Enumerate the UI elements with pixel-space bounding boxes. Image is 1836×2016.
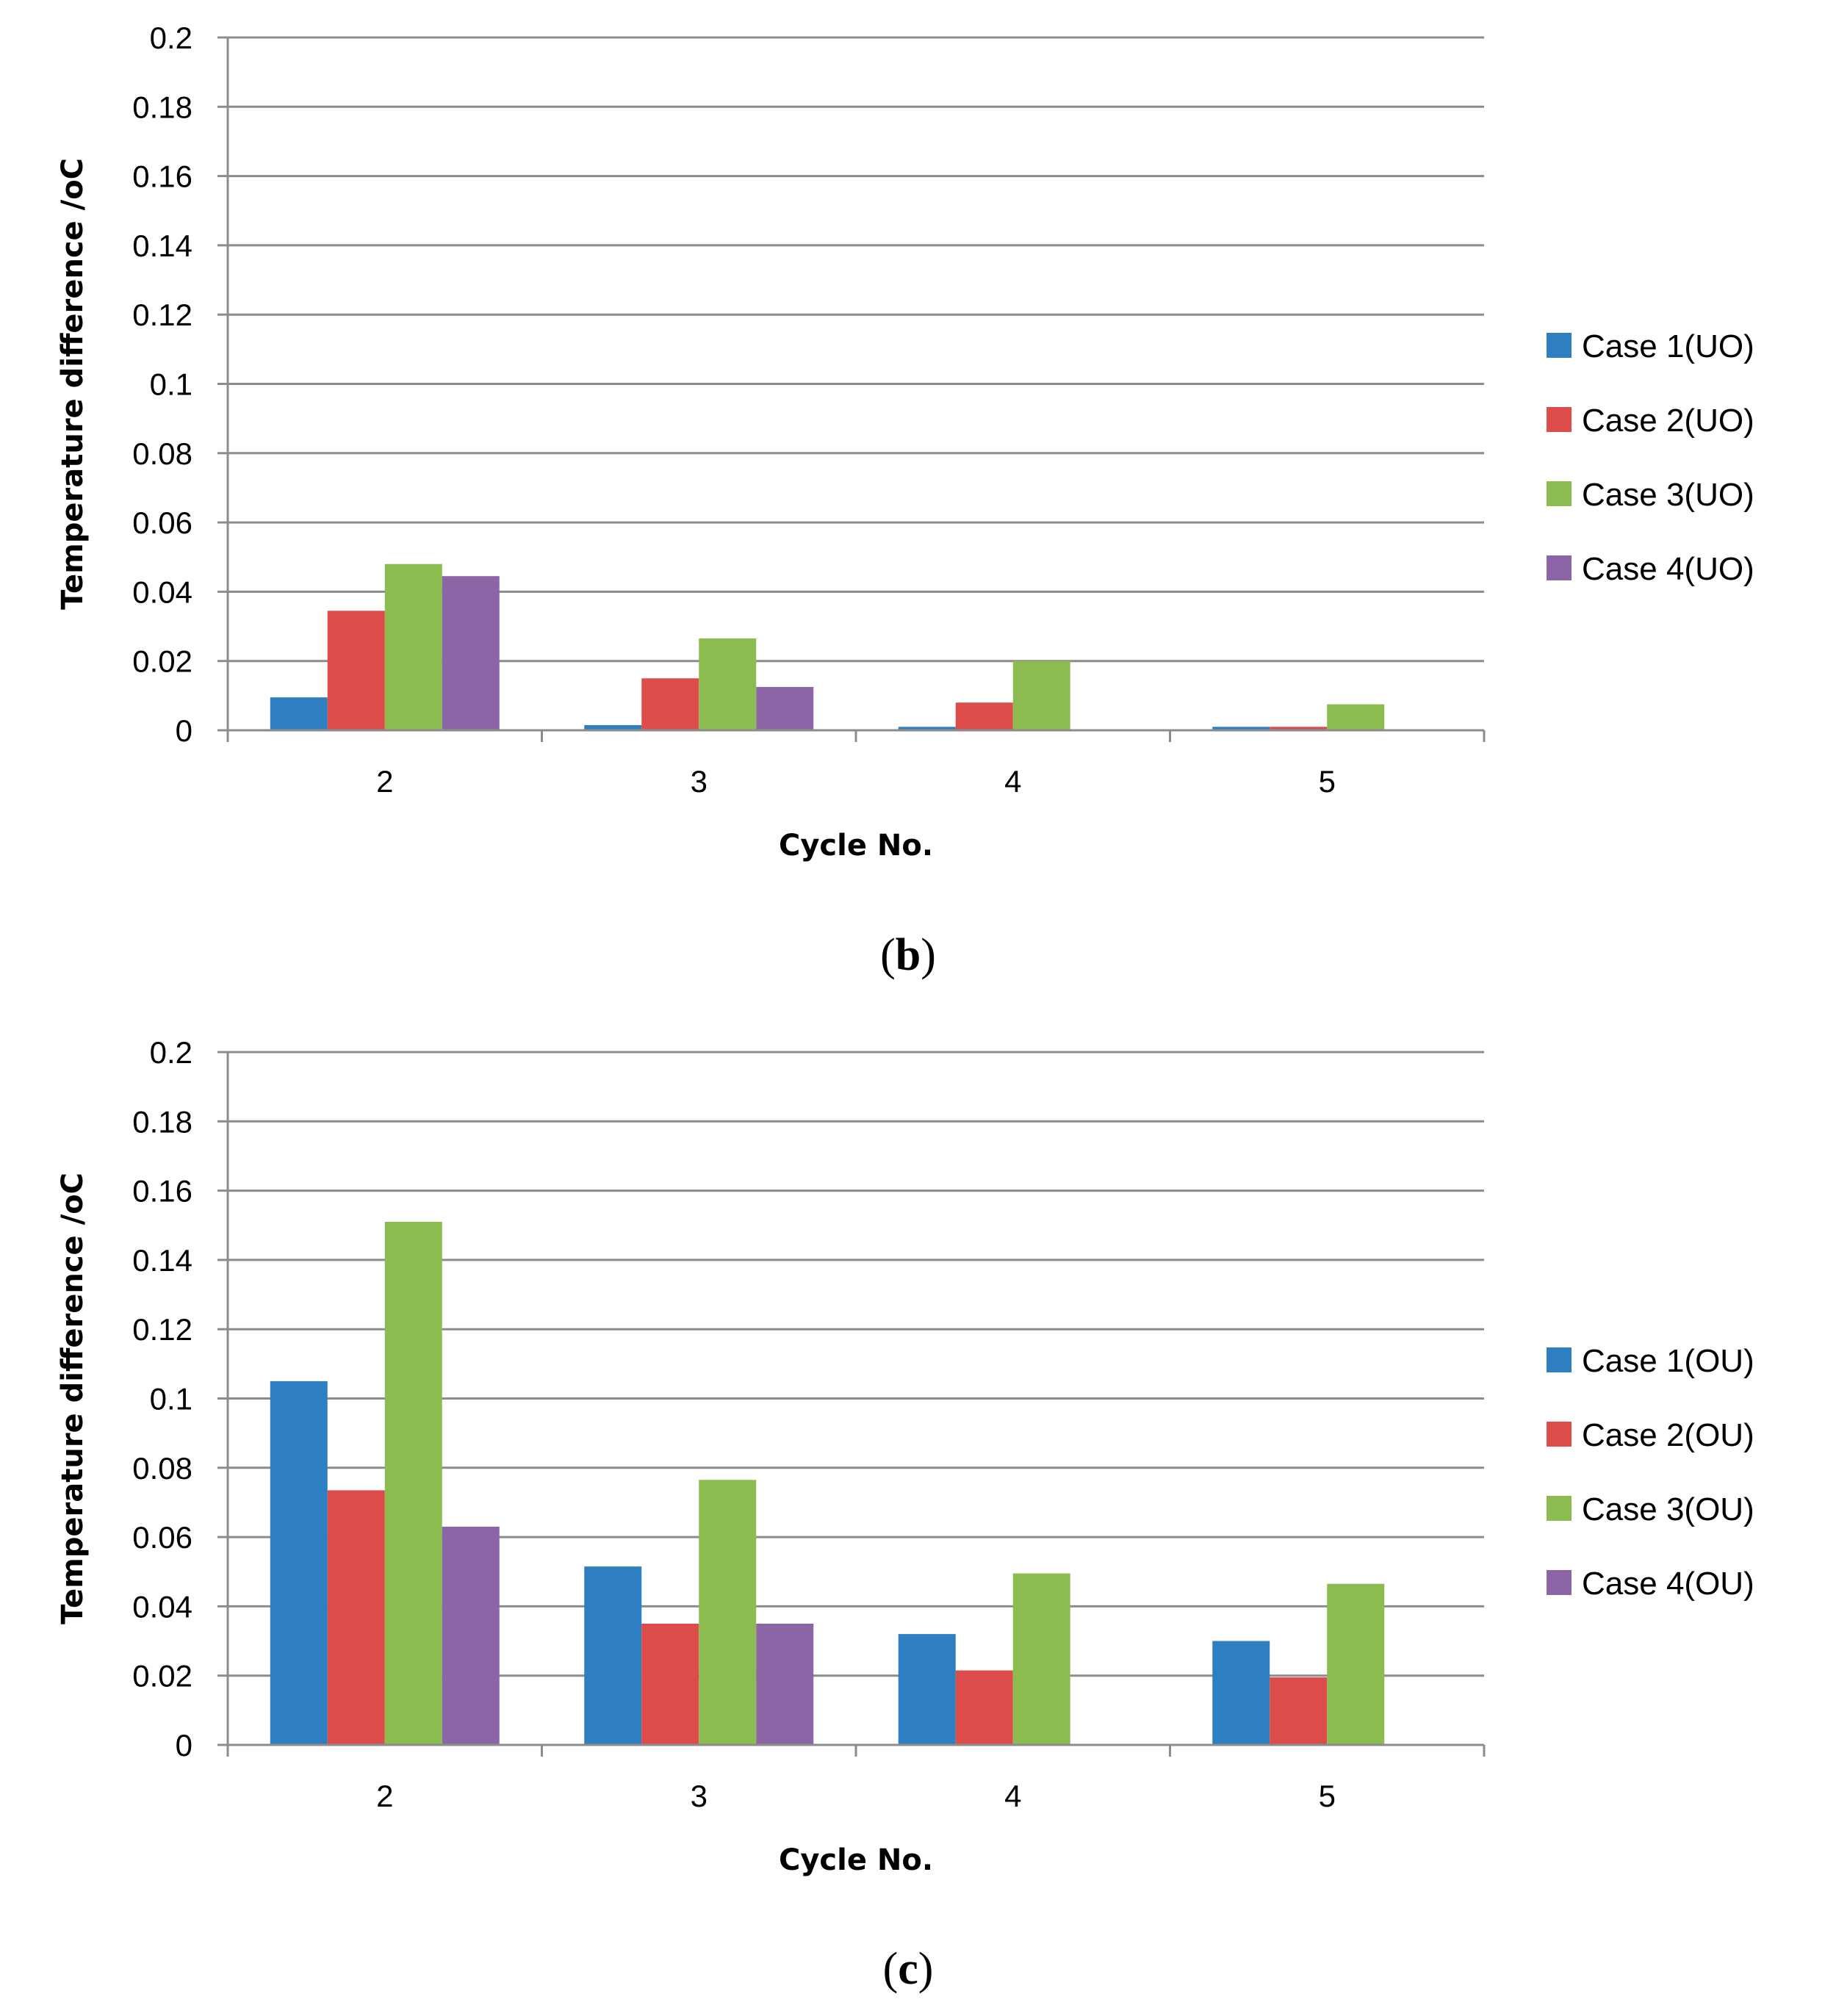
- y-tick-label: 0.08: [132, 1451, 192, 1486]
- y-axis-title: Temperature difference /oC: [56, 1173, 90, 1624]
- legend-swatch: [1547, 407, 1572, 432]
- y-tick-label: 0.08: [132, 436, 192, 471]
- y-tick-label: 0.12: [132, 1312, 192, 1347]
- x-tick-label: 3: [691, 764, 708, 799]
- bar-case-2-ou--cycle-2: [327, 1490, 385, 1745]
- y-tick-label: 0.16: [132, 1174, 192, 1209]
- bar-case-1-ou--cycle-2: [270, 1380, 328, 1745]
- bar-case-4-ou--cycle-2: [442, 1526, 500, 1745]
- legend-label: Case 1(OU): [1582, 1343, 1754, 1379]
- y-tick-label: 0.2: [150, 1035, 192, 1070]
- x-tick-label: 4: [1004, 764, 1021, 799]
- legend-label: Case 2(UO): [1582, 403, 1754, 439]
- y-tick-label: 0.2: [150, 21, 192, 55]
- y-axis-title: Temperature difference /oC: [56, 158, 90, 610]
- legend-swatch: [1547, 1347, 1572, 1372]
- y-tick-label: 0.06: [132, 1520, 192, 1555]
- panel-label-letter: c: [898, 1944, 918, 1994]
- panel-label-open: (: [883, 1944, 899, 1994]
- panel-label: (b): [880, 930, 936, 980]
- bar-case-3-uo--cycle-4: [1012, 660, 1070, 730]
- bar-case-3-ou--cycle-3: [699, 1480, 757, 1745]
- bar-case-1-uo--cycle-4: [898, 727, 956, 730]
- legend-swatch: [1547, 1422, 1572, 1447]
- bar-case-1-ou--cycle-3: [584, 1566, 642, 1745]
- x-tick-label: 2: [376, 1779, 393, 1813]
- bar-case-3-ou--cycle-4: [1012, 1573, 1070, 1745]
- panel-label: (c): [883, 1944, 934, 1994]
- y-tick-label: 0.02: [132, 644, 192, 679]
- chart-panel-b: 0 0.02 0.04 0.06 0.08 0.1 0.12 0.14 0.16 0.18 0.2 2…: [56, 21, 1754, 980]
- x-tick-label: 5: [1319, 1779, 1336, 1813]
- bar-case-1-ou--cycle-4: [898, 1634, 956, 1745]
- bar-case-2-ou--cycle-3: [641, 1623, 699, 1745]
- x-tick-label: 4: [1004, 1779, 1021, 1813]
- y-tick-label: 0.14: [132, 1243, 192, 1278]
- legend-label: Case 3(UO): [1582, 477, 1754, 513]
- y-tick-label: 0.04: [132, 1589, 192, 1624]
- x-tick-label: 3: [691, 1779, 708, 1813]
- bar-case-1-uo--cycle-3: [584, 724, 642, 730]
- bar-case-2-uo--cycle-5: [1270, 727, 1328, 730]
- legend-swatch: [1547, 481, 1572, 506]
- y-tick-label: 0.12: [132, 298, 192, 332]
- panel-label-close: ): [921, 930, 936, 980]
- y-tick-label: 0.16: [132, 159, 192, 194]
- y-tick-label: 0.06: [132, 505, 192, 540]
- x-tick-label: 2: [376, 764, 393, 799]
- bar-case-3-uo--cycle-3: [699, 638, 757, 730]
- bar-case-2-ou--cycle-5: [1270, 1677, 1328, 1745]
- bar-case-1-uo--cycle-2: [270, 697, 328, 730]
- bar-case-2-uo--cycle-3: [641, 678, 699, 730]
- bar-case-2-ou--cycle-4: [955, 1670, 1013, 1745]
- bar-case-4-ou--cycle-3: [756, 1623, 814, 1745]
- y-tick-label: 0.1: [150, 367, 192, 402]
- bar-case-2-uo--cycle-4: [955, 702, 1013, 730]
- x-axis-title: Cycle No.: [779, 829, 933, 863]
- x-axis-title: Cycle No.: [779, 1843, 933, 1877]
- legend-label: Case 4(UO): [1582, 551, 1754, 587]
- bar-case-4-uo--cycle-2: [442, 576, 500, 730]
- legend-label: Case 4(OU): [1582, 1566, 1754, 1602]
- y-tick-label: 0.1: [150, 1382, 192, 1416]
- legend-swatch: [1547, 333, 1572, 358]
- panel-label-letter: b: [896, 930, 921, 980]
- y-tick-label: 0: [176, 1728, 192, 1763]
- panel-label-open: (: [880, 930, 896, 980]
- bar-case-4-uo--cycle-3: [756, 687, 814, 730]
- legend-swatch: [1547, 555, 1572, 580]
- y-tick-label: 0.02: [132, 1659, 192, 1693]
- legend-swatch: [1547, 1496, 1572, 1521]
- legend-label: Case 1(UO): [1582, 328, 1754, 364]
- panel-label-close: ): [918, 1944, 934, 1994]
- bar-case-3-ou--cycle-5: [1327, 1583, 1385, 1745]
- bar-case-3-uo--cycle-2: [384, 564, 442, 730]
- y-tick-label: 0: [176, 713, 192, 748]
- bar-case-1-uo--cycle-5: [1212, 727, 1270, 730]
- y-tick-label: 0.14: [132, 228, 192, 263]
- y-tick-label: 0.18: [132, 1104, 192, 1139]
- bar-case-3-uo--cycle-5: [1327, 704, 1385, 730]
- bar-case-3-ou--cycle-2: [384, 1222, 442, 1745]
- x-tick-label: 5: [1319, 764, 1336, 799]
- y-tick-label: 0.04: [132, 575, 192, 609]
- chart-panel-c: 0 0.02 0.04 0.06 0.08 0.1 0.12 0.14 0.16 0.18 0.2 2…: [56, 1035, 1754, 1994]
- legend-swatch: [1547, 1570, 1572, 1595]
- legend-label: Case 2(OU): [1582, 1417, 1754, 1453]
- legend-label: Case 3(OU): [1582, 1491, 1754, 1527]
- bar-case-2-uo--cycle-2: [327, 611, 385, 730]
- y-tick-label: 0.18: [132, 90, 192, 124]
- bar-case-1-ou--cycle-5: [1212, 1641, 1270, 1745]
